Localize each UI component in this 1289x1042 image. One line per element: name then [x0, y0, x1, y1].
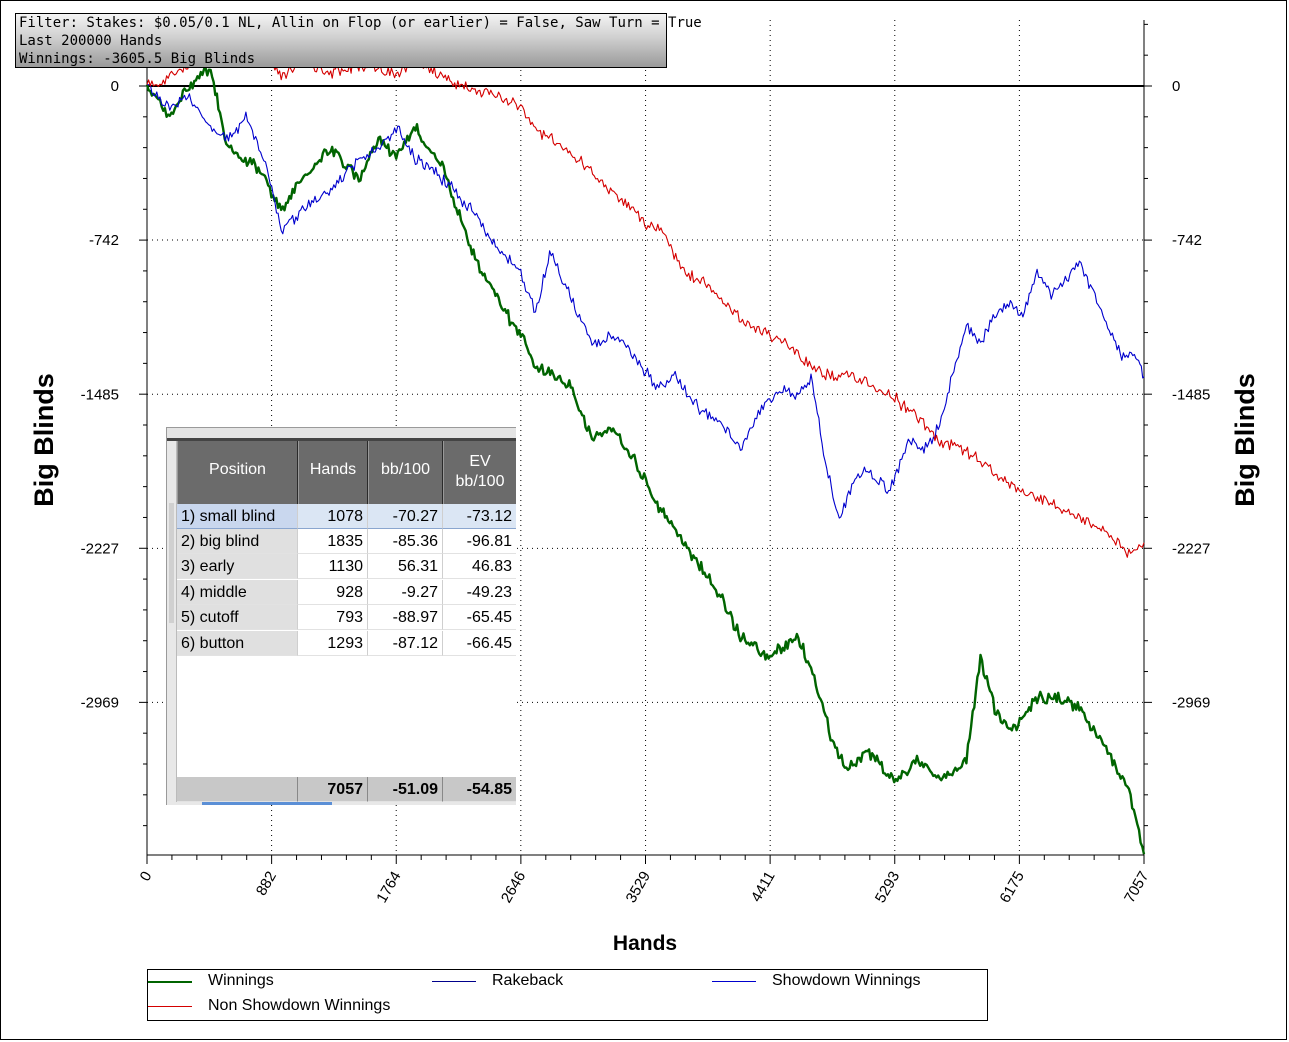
cell-hands: 793 — [298, 605, 368, 630]
table-row[interactable]: 6) button 1293 -87.12 -66.45 — [177, 631, 516, 656]
legend-swatch — [712, 981, 756, 982]
cell-position: 2) big blind — [177, 529, 298, 554]
cell-hands: 1078 — [298, 504, 368, 529]
hands-line: Last 200000 Hands — [19, 33, 163, 49]
cell-position: 1) small blind — [177, 504, 298, 529]
cell-ev-bb100: -96.81 — [443, 529, 516, 554]
y-tick-label-left: -2969 — [81, 694, 119, 711]
y-tick-label-right: 0 — [1172, 78, 1180, 95]
legend-entry-showdown-winnings: Showdown Winnings — [712, 971, 982, 991]
series-line-winnings — [145, 66, 1146, 855]
y-tick-label-right: -2227 — [1172, 540, 1210, 557]
legend-entry-non-showdown-winnings: Non Showdown Winnings — [148, 996, 448, 1016]
total-hands: 7057 — [298, 777, 368, 802]
x-tick-label: 7057 — [1121, 869, 1152, 906]
column-header-hands[interactable]: Hands — [298, 441, 368, 504]
x-tick-label: 0 — [137, 869, 156, 885]
cell-ev-bb100: 46.83 — [443, 554, 516, 579]
cell-ev-bb100: -73.12 — [443, 504, 516, 529]
x-tick-label: 4411 — [748, 869, 779, 905]
y-axis-title-right: Big Blinds — [1230, 373, 1260, 507]
x-tick-label: 2646 — [498, 869, 529, 906]
cell-bb100: -9.27 — [368, 580, 443, 605]
y-tick-label-right: -2969 — [1172, 694, 1210, 711]
y-tick-label-left: -1485 — [81, 386, 119, 403]
totals-label-cell — [177, 777, 298, 802]
total-bb100: -51.09 — [368, 777, 443, 802]
row-selector-column — [167, 441, 177, 805]
column-header-label: EV — [469, 453, 491, 470]
cell-bb100: 56.31 — [368, 554, 443, 579]
cell-hands: 928 — [298, 580, 368, 605]
y-tick-label-left: -742 — [89, 232, 119, 249]
cell-position: 5) cutoff — [177, 605, 298, 630]
cell-ev-bb100: -49.23 — [443, 580, 516, 605]
y-tick-label-left: -2227 — [81, 540, 119, 557]
column-header-ev-bb100[interactable]: EV bb/100 — [443, 441, 516, 504]
column-header-label: bb/100 — [381, 461, 430, 478]
cell-hands: 1293 — [298, 631, 368, 656]
column-header-position[interactable]: Position — [177, 441, 298, 504]
axes — [139, 20, 1152, 864]
legend-entry-rakeback: Rakeback — [432, 971, 692, 991]
vertical-scrollbar[interactable] — [169, 503, 174, 623]
x-axis-title: Hands — [613, 932, 677, 955]
legend-swatch — [148, 981, 192, 983]
cell-position: 6) button — [177, 631, 298, 656]
x-tick-label: 3529 — [623, 869, 654, 906]
cell-position: 3) early — [177, 554, 298, 579]
table-row[interactable]: 4) middle 928 -9.27 -49.23 — [177, 580, 516, 605]
column-header-label: Hands — [309, 461, 357, 478]
legend-swatch — [432, 981, 476, 982]
cell-hands: 1130 — [298, 554, 368, 579]
table-row[interactable]: 3) early 1130 56.31 46.83 — [177, 554, 516, 579]
cell-ev-bb100: -66.45 — [443, 631, 516, 656]
x-tick-label: 6175 — [996, 869, 1027, 906]
filter-summary-box: Filter: Stakes: $0.05/0.1 NL, Allin on F… — [15, 13, 702, 68]
legend-label: Showdown Winnings — [772, 972, 921, 989]
cell-hands: 1835 — [298, 529, 368, 554]
winnings-line: Winnings: -3605.5 Big Blinds — [19, 51, 256, 67]
legend-swatch — [148, 1006, 192, 1007]
legend-label: Winnings — [208, 972, 274, 989]
horizontal-scrollbar-thumb[interactable] — [202, 802, 332, 805]
legend-label: Non Showdown Winnings — [208, 997, 391, 1014]
column-header-label: Position — [209, 461, 266, 478]
x-tick-label: 882 — [253, 869, 280, 899]
totals-row: 7057 -51.09 -54.85 — [177, 777, 516, 802]
series-line-showdown-winnings — [146, 83, 1145, 519]
x-tick-label: 1764 — [373, 869, 404, 906]
table-row[interactable]: 1) small blind 1078 -70.27 -73.12 — [177, 504, 516, 529]
legend-label: Rakeback — [492, 972, 564, 989]
legend-entry-winnings: Winnings — [148, 971, 408, 991]
chart-legend: Winnings Rakeback Showdown Winnings Non … — [147, 969, 988, 1021]
table-row[interactable]: 5) cutoff 793 -88.97 -65.45 — [177, 605, 516, 630]
cell-bb100: -70.27 — [368, 504, 443, 529]
position-stats-panel: Position Hands bb/100 EV bb/100 1) small… — [166, 427, 516, 805]
y-tick-label-left: 0 — [111, 78, 119, 95]
total-ev-bb100: -54.85 — [443, 777, 516, 802]
cell-bb100: -87.12 — [368, 631, 443, 656]
panel-toolbar-edge — [167, 438, 516, 441]
y-tick-label-right: -742 — [1172, 232, 1202, 249]
y-axis-title-left: Big Blinds — [29, 373, 59, 507]
column-header-label: bb/100 — [455, 473, 505, 490]
cell-position: 4) middle — [177, 580, 298, 605]
x-tick-label: 5293 — [872, 869, 903, 906]
y-tick-label-right: -1485 — [1172, 386, 1210, 403]
filter-line: Filter: Stakes: $0.05/0.1 NL, Allin on F… — [19, 15, 702, 31]
cell-ev-bb100: -65.45 — [443, 605, 516, 630]
cell-bb100: -88.97 — [368, 605, 443, 630]
table-row[interactable]: 2) big blind 1835 -85.36 -96.81 — [177, 529, 516, 554]
cell-bb100: -85.36 — [368, 529, 443, 554]
horizontal-scrollbar-track[interactable] — [167, 802, 516, 805]
column-header-bb100[interactable]: bb/100 — [368, 441, 443, 504]
